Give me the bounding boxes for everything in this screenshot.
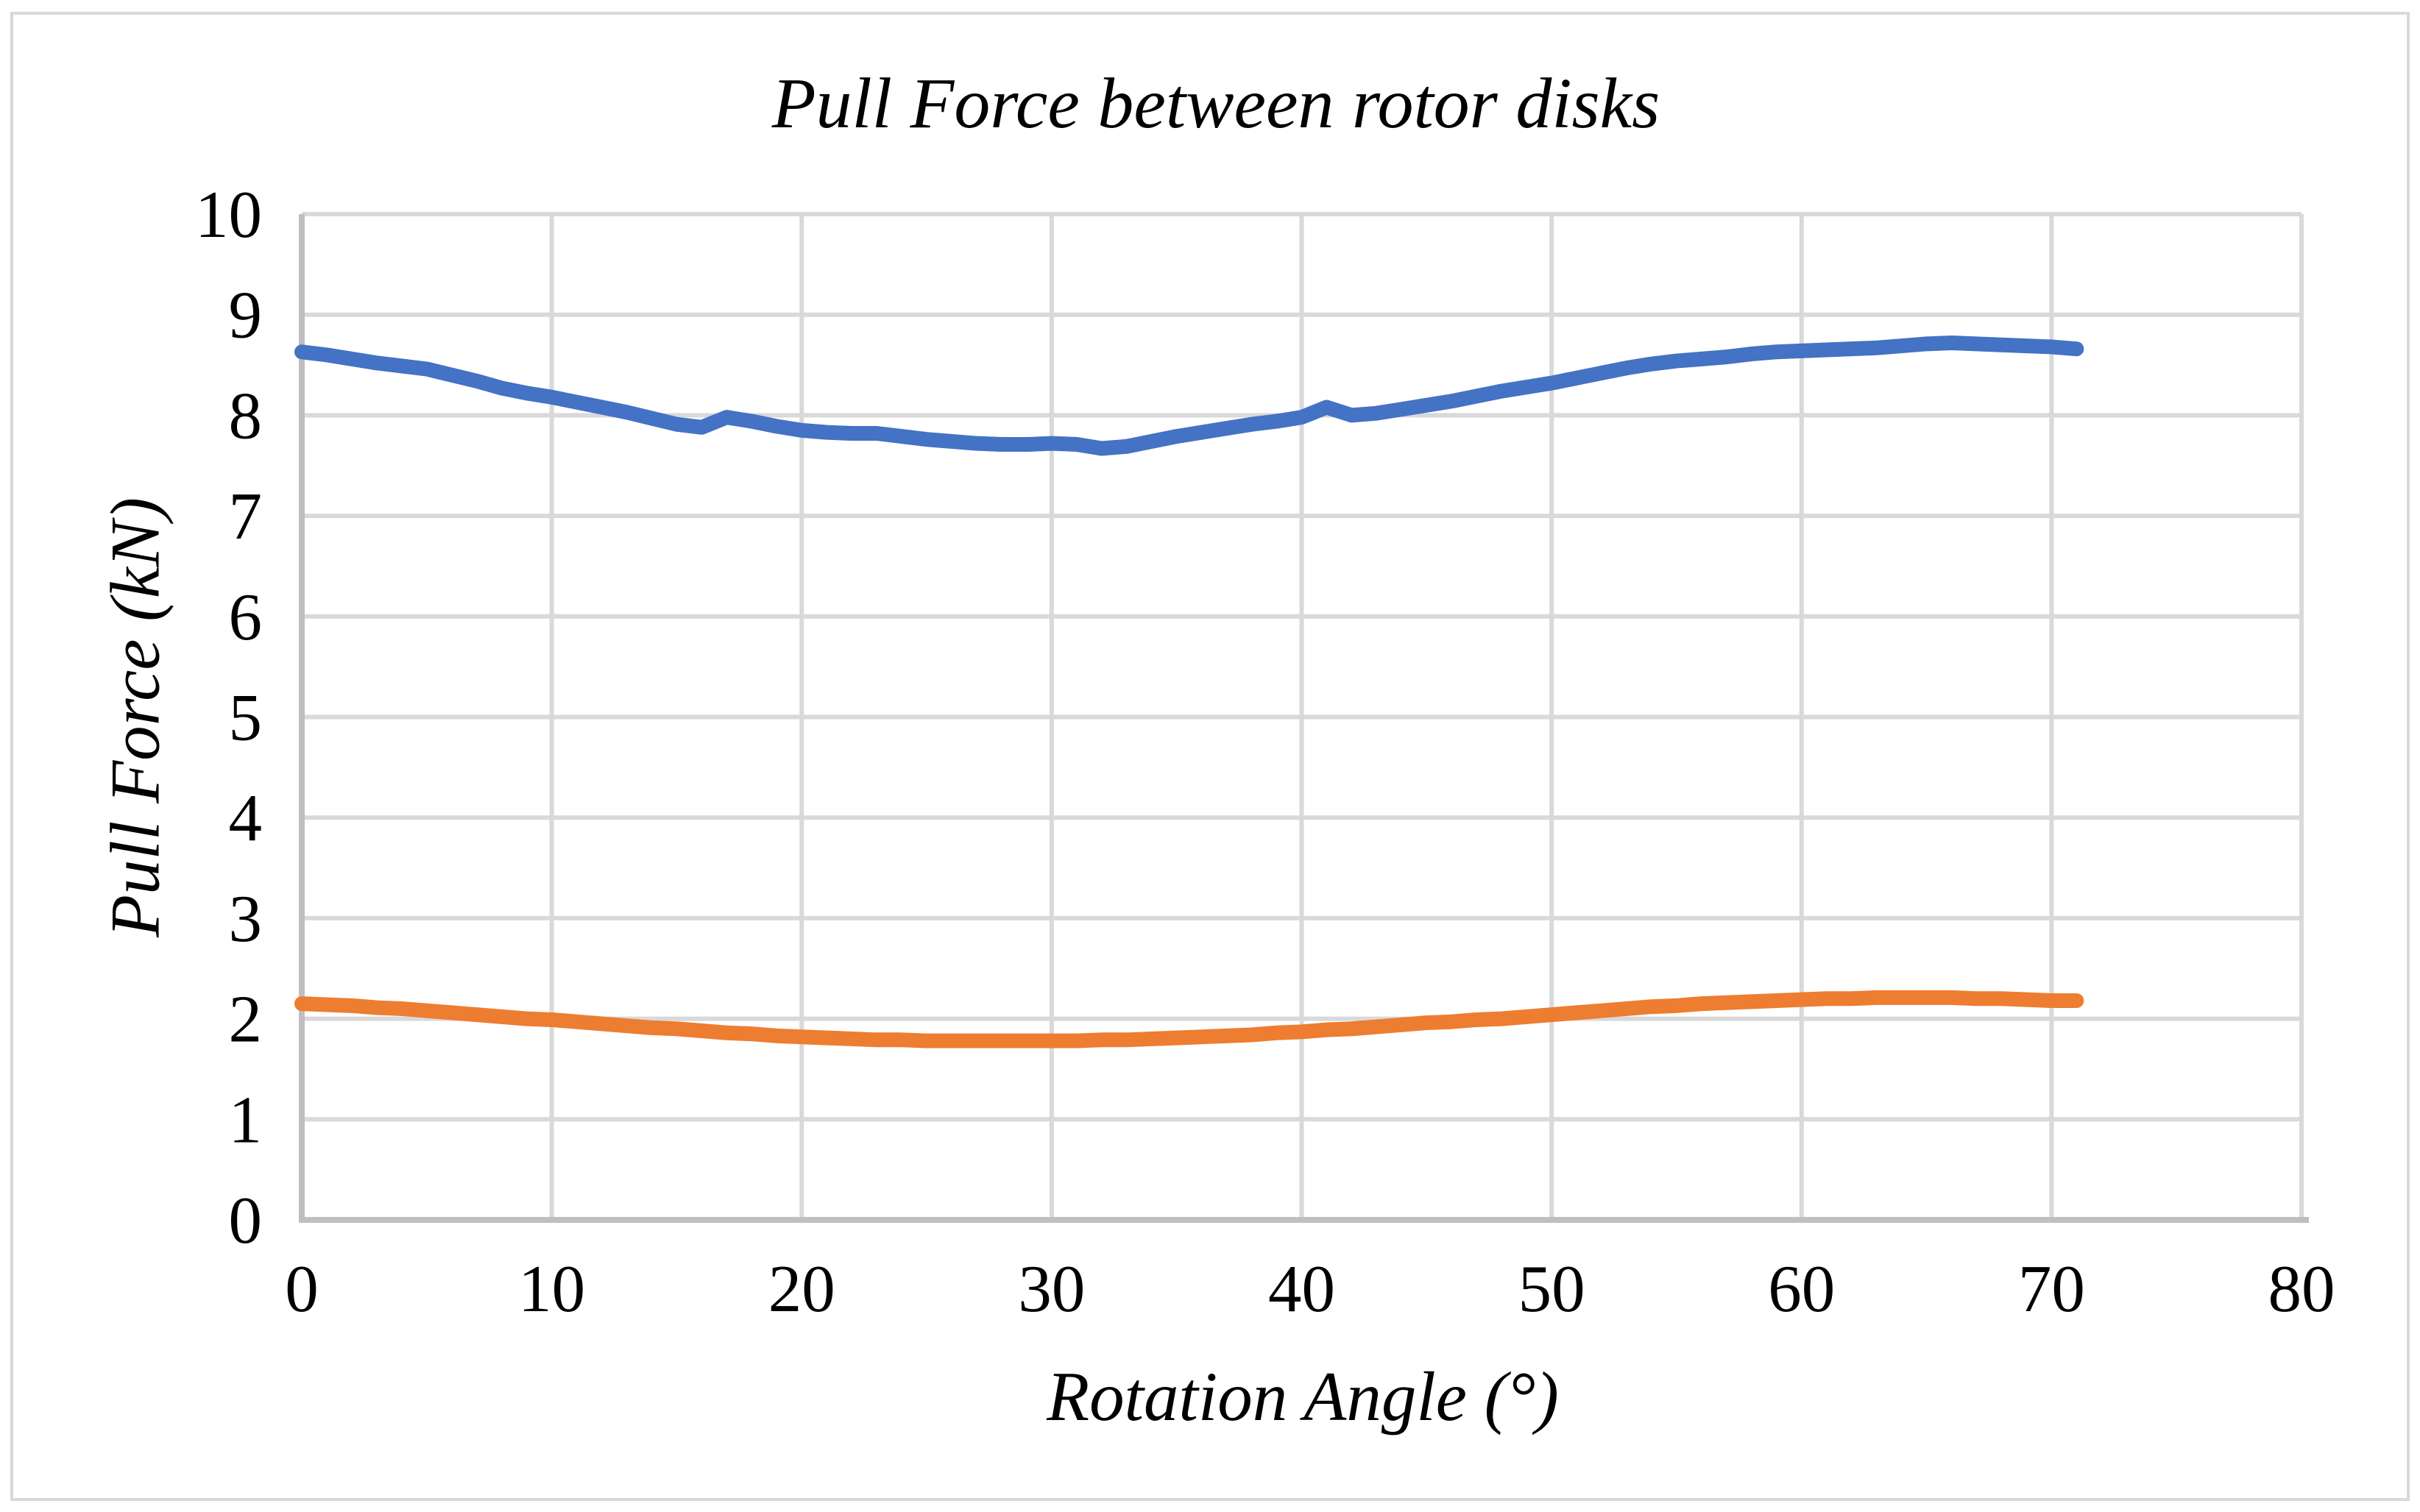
x-tick-label: 60 bbox=[1768, 1252, 1835, 1326]
y-tick-label: 8 bbox=[229, 378, 263, 452]
y-tick-label: 2 bbox=[229, 982, 263, 1057]
y-axis-title: Pull Force (kN) bbox=[96, 497, 174, 938]
x-tick-label: 40 bbox=[1268, 1252, 1335, 1326]
x-tick-label: 0 bbox=[285, 1252, 319, 1326]
series-line-upper-curve bbox=[294, 335, 2084, 456]
x-tick-label: 80 bbox=[2268, 1252, 2335, 1326]
series-lines-group bbox=[294, 335, 2084, 1048]
figure-border bbox=[10, 12, 2410, 1501]
x-tick-label: 30 bbox=[1018, 1252, 1085, 1326]
series-line-lower-curve bbox=[294, 990, 2084, 1048]
x-tick-label: 50 bbox=[1518, 1252, 1585, 1326]
x-axis-title: Rotation Angle (°) bbox=[1046, 1357, 1559, 1435]
chart-title: Pull Force between rotor disks bbox=[771, 64, 1660, 143]
y-tick-label: 7 bbox=[229, 479, 263, 553]
y-tick-label: 0 bbox=[229, 1183, 263, 1257]
y-tick-label: 4 bbox=[229, 781, 263, 855]
y-tick-label: 10 bbox=[195, 177, 262, 252]
x-tick-label: 20 bbox=[768, 1252, 835, 1326]
y-tick-label: 9 bbox=[229, 278, 263, 352]
axes-group bbox=[299, 214, 2309, 1223]
x-tick-label: 70 bbox=[2018, 1252, 2085, 1326]
tick-labels-group: 0 10 20 30 40 50 60 70 80 0 1 2 3 4 5 6 7 8 9 10 bbox=[195, 177, 2335, 1326]
y-tick-label: 6 bbox=[229, 580, 263, 654]
y-tick-label: 1 bbox=[229, 1082, 263, 1157]
x-tick-label: 10 bbox=[518, 1252, 585, 1326]
y-tick-label: 3 bbox=[229, 881, 263, 956]
y-tick-label: 5 bbox=[229, 681, 263, 755]
gridlines-group bbox=[302, 212, 2304, 1220]
